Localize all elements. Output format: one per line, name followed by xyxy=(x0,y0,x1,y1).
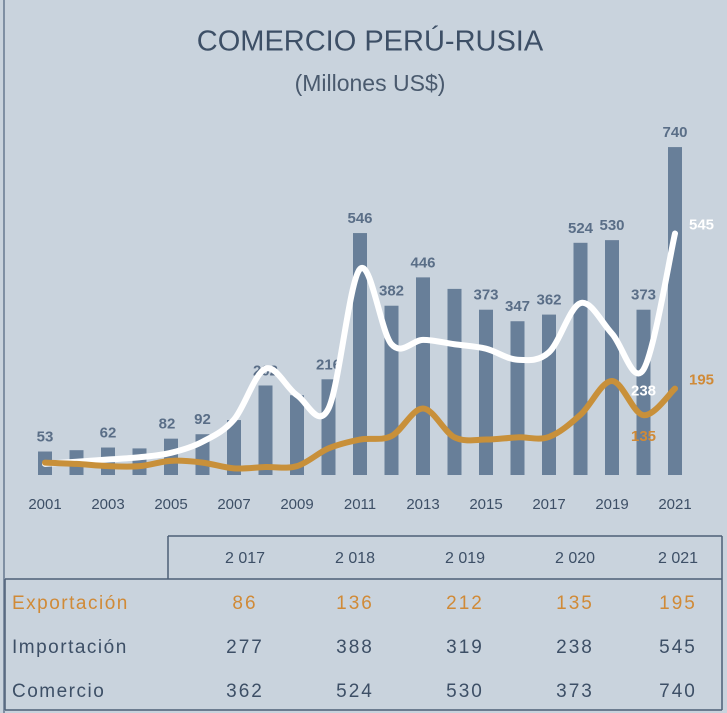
table-cell: 362 xyxy=(226,681,264,702)
table-header: 2 018 xyxy=(335,550,375,567)
row-label: Comercio xyxy=(12,681,105,702)
x-tick-label: 2011 xyxy=(344,496,376,513)
bar-label: 740 xyxy=(662,124,687,141)
table-cell: 319 xyxy=(446,637,484,658)
x-tick-label: 2009 xyxy=(280,496,313,513)
row-label: Importación xyxy=(12,637,128,658)
table-cell: 388 xyxy=(336,637,374,658)
bar-label: 546 xyxy=(347,210,372,227)
chart-title: COMERCIO PERÚ-RUSIA xyxy=(197,25,544,58)
x-tick-label: 2013 xyxy=(406,496,439,513)
bar xyxy=(447,288,462,475)
bar xyxy=(479,309,493,475)
x-tick-label: 2005 xyxy=(154,496,187,513)
table-cell: 277 xyxy=(226,637,264,658)
bar xyxy=(258,385,273,475)
bar-label: 373 xyxy=(473,287,498,304)
bar xyxy=(542,314,556,475)
bar xyxy=(164,438,178,475)
bar-label: 92 xyxy=(194,411,211,428)
bar xyxy=(290,395,304,475)
x-tick-label: 2019 xyxy=(595,496,628,513)
bar-label: 82 xyxy=(159,416,176,433)
table-frame xyxy=(4,535,723,711)
table-cell: 212 xyxy=(446,593,484,614)
table-cell: 136 xyxy=(336,593,374,614)
table-cell: 86 xyxy=(232,593,257,614)
line-label: 238 xyxy=(631,383,656,400)
table-header: 2 020 xyxy=(555,550,595,567)
bar-label: 382 xyxy=(379,283,404,300)
x-tick-label: 2003 xyxy=(91,496,124,513)
bar-label: 347 xyxy=(505,298,530,315)
bar xyxy=(573,242,588,475)
table-cell: 373 xyxy=(556,681,594,702)
bar xyxy=(605,240,619,475)
bar xyxy=(416,277,430,475)
table-cell: 524 xyxy=(336,681,374,702)
bar xyxy=(353,233,367,475)
bar xyxy=(668,147,682,475)
table-cell: 238 xyxy=(556,637,594,658)
x-tick-label: 2021 xyxy=(658,496,691,513)
bar-label: 446 xyxy=(410,254,435,271)
x-tick-label: 2001 xyxy=(28,496,61,513)
bar xyxy=(227,420,241,475)
table-header: 2 017 xyxy=(225,550,265,567)
line-label: 545 xyxy=(689,216,714,233)
bar xyxy=(132,448,147,475)
table-cell: 740 xyxy=(659,681,697,702)
table-header: 2 021 xyxy=(658,550,698,567)
table-cell: 195 xyxy=(659,593,697,614)
line xyxy=(42,230,678,467)
x-tick-label: 2007 xyxy=(217,496,250,513)
chart-subtitle: (Millones US$) xyxy=(295,70,446,96)
bar-label: 524 xyxy=(568,220,594,237)
table-cell: 545 xyxy=(659,637,697,658)
line xyxy=(42,378,678,472)
table-cell: 135 xyxy=(556,593,594,614)
bar-label: 530 xyxy=(599,217,624,234)
table-header: 2 019 xyxy=(445,550,485,567)
row-label: Exportación xyxy=(12,593,129,614)
x-tick-label: 2015 xyxy=(469,496,502,513)
bar-label: 62 xyxy=(100,424,117,441)
bar-label: 53 xyxy=(37,428,54,445)
bar-label: 216 xyxy=(316,356,341,373)
bar-label: 373 xyxy=(631,287,656,304)
bar xyxy=(636,309,651,475)
bar xyxy=(510,321,525,475)
table-cell: 530 xyxy=(446,681,484,702)
line-label: 135 xyxy=(631,428,656,445)
line-label: 195 xyxy=(689,372,714,389)
bar-label: 362 xyxy=(536,292,561,309)
x-tick-label: 2017 xyxy=(532,496,565,513)
